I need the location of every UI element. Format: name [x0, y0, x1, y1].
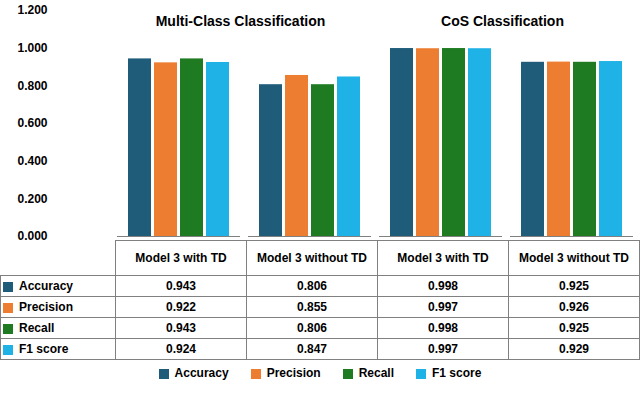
html-text:0.926: 0.926: [559, 300, 589, 314]
svg-text:1.000: 1.000: [17, 41, 47, 55]
html-text:0.806: 0.806: [297, 279, 327, 293]
html-text:Recall: Recall: [19, 321, 55, 335]
svg-text:0.800: 0.800: [17, 79, 47, 93]
html-text:0.998: 0.998: [428, 321, 458, 335]
html-text:0.929: 0.929: [559, 342, 589, 356]
html-text:0.922: 0.922: [166, 300, 196, 314]
html-text:0.998: 0.998: [428, 279, 458, 293]
html-text:0.925: 0.925: [559, 321, 589, 335]
html-text:0.924: 0.924: [166, 342, 196, 356]
html-text:Model 3 without TD: Model 3 without TD: [519, 251, 629, 265]
svg-text:1.200: 1.200: [17, 3, 47, 17]
svg-text:0.000: 0.000: [17, 229, 47, 240]
html-text:Model 3 with TD: Model 3 with TD: [397, 251, 489, 265]
html-text:F1 score: F1 score: [432, 366, 482, 380]
svg-text:0.400: 0.400: [17, 154, 47, 168]
html-text:Precision: Precision: [19, 300, 73, 314]
html-text:0.925: 0.925: [559, 279, 589, 293]
html-text:0.997: 0.997: [428, 300, 458, 314]
html-text:Accuracy: Accuracy: [19, 279, 73, 293]
html-text:Precision: Precision: [266, 366, 321, 380]
html-text:0.855: 0.855: [297, 300, 327, 314]
html-text:F1 score: F1 score: [19, 342, 69, 356]
html-text:0.943: 0.943: [166, 321, 196, 335]
svg-text:0.200: 0.200: [17, 192, 47, 206]
html-text:0.997: 0.997: [428, 342, 458, 356]
svg-text:Multi-Class Classification: Multi-Class Classification: [156, 13, 326, 29]
svg-text:CoS Classification: CoS Classification: [441, 13, 564, 29]
svg-text:0.600: 0.600: [17, 116, 47, 130]
html-text:Model 3 without TD: Model 3 without TD: [257, 251, 367, 265]
html-text:0.943: 0.943: [166, 279, 196, 293]
html-text:Recall: Recall: [358, 366, 394, 380]
html-text:0.806: 0.806: [297, 321, 327, 335]
html-text:0.847: 0.847: [297, 342, 327, 356]
html-text:Accuracy: Accuracy: [174, 366, 229, 380]
html-text:Model 3 with TD: Model 3 with TD: [135, 251, 227, 265]
